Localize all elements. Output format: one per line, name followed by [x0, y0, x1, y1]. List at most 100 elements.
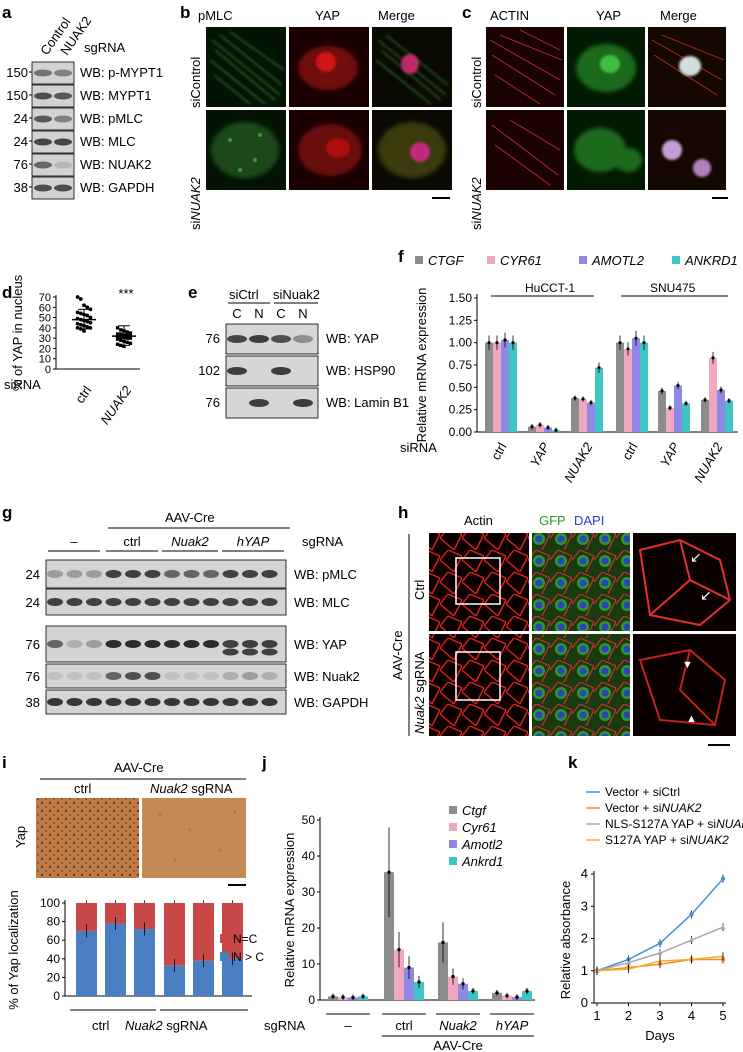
f-point — [684, 401, 688, 406]
a-band — [54, 184, 72, 192]
f-y-tick-label: 1.00 — [449, 336, 473, 350]
d-y-tick-label: 50 — [39, 313, 51, 325]
j-point — [495, 991, 499, 995]
g-band — [47, 698, 63, 706]
f-point — [597, 366, 601, 370]
f-bar — [493, 342, 501, 432]
c-img-merge-nuak2 — [648, 110, 726, 190]
a-blot-label: WB: p-MYPT1 — [80, 65, 163, 80]
k-y-tick-label: 0 — [581, 995, 588, 1010]
h-row-nuak2: Nuak2 sgRNA — [412, 651, 427, 734]
c-row-sicontrol: siControl — [469, 57, 484, 108]
f-x-label: ctrl — [619, 440, 641, 463]
g-band — [105, 570, 122, 578]
d-point — [82, 329, 86, 333]
e-blot-label: WB: HSP90 — [326, 363, 395, 378]
d-point — [75, 295, 80, 299]
j-point — [397, 947, 401, 952]
d-point — [125, 336, 129, 340]
k-y-tick-label: 4 — [581, 866, 588, 881]
d-point — [85, 319, 90, 324]
j-bar — [522, 991, 532, 1000]
a-marker: 24 — [14, 134, 28, 149]
c-img-actin-ctrl — [486, 27, 564, 107]
d-point — [128, 331, 133, 335]
f-point — [538, 423, 542, 427]
f-point — [495, 341, 499, 345]
f-bar — [485, 342, 493, 432]
c-col-actin: ACTIN — [490, 8, 529, 23]
k-legend-italic: NUAK2 — [689, 833, 729, 847]
c-row-sinuak2: siNUAK2 — [469, 176, 484, 230]
g-band — [164, 598, 180, 606]
f-point — [511, 341, 515, 345]
j-legend-label: Ctgf — [462, 803, 487, 818]
d-y-axis-label: % of YAP in nucleus — [10, 274, 25, 391]
j-point — [341, 995, 345, 999]
j-point — [505, 993, 509, 998]
a-marker: 76 — [14, 157, 28, 172]
j-x-label: Nuak2 — [439, 1018, 477, 1033]
j-y-tick-label: 50 — [302, 813, 316, 827]
j-x-label: hYAP — [496, 1018, 529, 1033]
d-y-tick-label: 20 — [39, 343, 51, 355]
f-point — [554, 428, 558, 432]
j-legend-swatch — [449, 857, 457, 865]
e-band — [293, 399, 313, 407]
k-y-tick-label: 1 — [581, 963, 588, 978]
f-point — [589, 400, 593, 405]
j-bar — [404, 967, 414, 1000]
a-marker: 24 — [14, 111, 28, 126]
f-point — [676, 383, 680, 388]
j-point — [515, 995, 519, 999]
d-y-tick-label: 10 — [39, 354, 51, 366]
g-blot-label: WB: YAP — [294, 637, 347, 652]
i-bar-eq — [134, 903, 155, 930]
f-point — [660, 389, 664, 393]
j-y-tick-label: 30 — [302, 885, 316, 899]
i-col-ctrl: ctrl — [74, 781, 91, 796]
h-col-dapi: DAPI — [574, 513, 604, 528]
b-col-yap: YAP — [315, 8, 340, 23]
k-legend-italic: NUAK2 — [661, 801, 701, 815]
e-blot-label: WB: YAP — [326, 331, 379, 346]
h-img-actin-ctrl — [429, 533, 529, 631]
i-x-label: ctrl — [92, 1018, 109, 1033]
d-point — [125, 330, 129, 334]
d-sirna-label: siRNA — [4, 377, 41, 392]
d-x-label: NUAK2 — [97, 382, 135, 427]
g-band — [144, 672, 161, 680]
b-col-pmlc: pMLC — [198, 8, 233, 23]
panel-label-k: k — [568, 753, 578, 772]
f-point — [642, 341, 646, 345]
panel-label-h: h — [398, 503, 408, 522]
f-y-tick-label: 0.00 — [449, 425, 473, 439]
a-marker: 150 — [6, 65, 28, 80]
g-blot-strip — [45, 663, 287, 689]
e-lane-label: N — [254, 306, 263, 321]
f-line-label: HuCCT-1 — [525, 281, 575, 295]
h-img-merge-ctrl — [532, 533, 630, 631]
f-y-tick-label: 0.25 — [449, 403, 473, 417]
e-marker: 76 — [206, 331, 220, 346]
panel-label-d: d — [2, 283, 12, 302]
g-marker: 38 — [26, 695, 40, 710]
a-blot-stack: 150 WB: p-MYPT1 150 WB: MYPT1 24 WB: pMLC 24 WB… — [6, 61, 163, 200]
k-point — [689, 937, 694, 943]
g-band — [125, 570, 141, 578]
g-band — [125, 640, 141, 648]
d-y-tick-label: 0 — [45, 364, 51, 376]
g-group-label: – — [70, 534, 78, 549]
j-y-tick-label: 20 — [302, 921, 316, 935]
g-band — [203, 570, 219, 578]
g-band — [222, 570, 239, 578]
panel-label-f: f — [398, 247, 404, 266]
d-point — [128, 336, 133, 340]
j-x-label: ctrl — [395, 1018, 412, 1033]
d-point — [125, 333, 129, 337]
g-sgrna-label: sgRNA — [302, 534, 344, 549]
g-band — [261, 698, 278, 706]
a-band — [54, 138, 72, 146]
j-point — [351, 995, 355, 1000]
